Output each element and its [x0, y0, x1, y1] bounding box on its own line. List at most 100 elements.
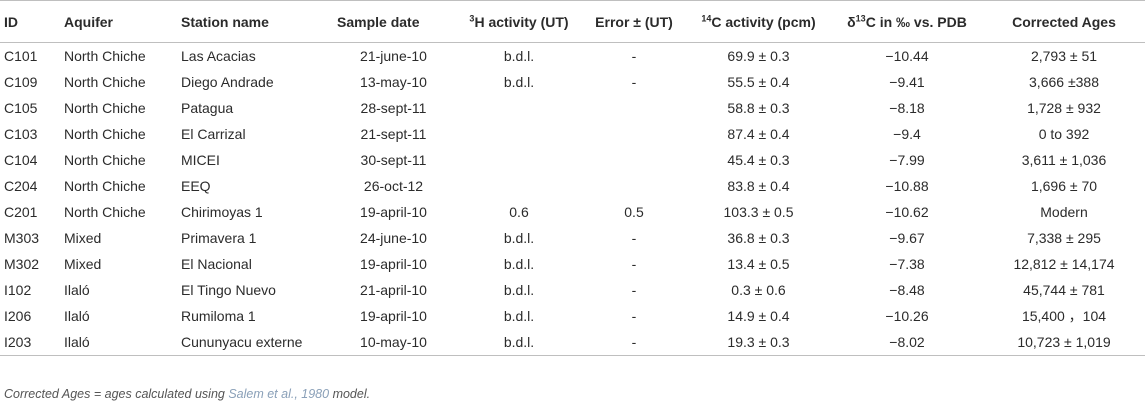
- cell-station-name: Primavera 1: [181, 230, 257, 246]
- data-table: ID Aquifer Station name Sample date 3H a…: [0, 0, 1145, 356]
- cell-aquifer: Mixed: [64, 256, 102, 272]
- cell-d13c: −8.18: [889, 100, 925, 116]
- cell-station-name: Las Acacias: [181, 48, 256, 64]
- cell-d13c: −9.67: [889, 230, 925, 246]
- cell-sample-date: 21-sept-11: [360, 126, 427, 142]
- c14-header-text: C activity (pcm): [711, 13, 816, 30]
- cell-corrected-ages: Modern: [1040, 204, 1088, 220]
- cell-id: I203: [0, 329, 64, 356]
- cell-d13c: −7.99: [889, 152, 925, 168]
- cell-h3-activity: b.d.l.: [503, 282, 535, 298]
- cell-c14-activity: 19.3 ± 0.3: [686, 329, 831, 356]
- cell-sample-date: 28-sept-11: [360, 100, 427, 116]
- table-row: C104 North Chiche MICEI 30-sept-11 45.4 ± 0.…: [0, 147, 1145, 173]
- cell-corrected-ages: 2,793 ± 51: [1030, 48, 1098, 64]
- cell-corrected-ages: 3,611 ± 1,036: [1021, 152, 1107, 168]
- cell-error: -: [631, 308, 637, 324]
- cell-station-name: EEQ: [181, 178, 211, 194]
- cell-id: C109: [4, 74, 38, 90]
- table-row: C201 North Chiche Chirimoyas 1 19-april-10 0…: [0, 199, 1145, 225]
- cell-station-name: Rumiloma 1: [181, 308, 256, 324]
- cell-corrected-ages: 1,728 ± 932: [1027, 100, 1101, 116]
- header-sample-date: Sample date: [331, 0, 456, 43]
- cell-station-name: Patagua: [181, 100, 234, 116]
- table-row: C101 North Chiche Las Acacias 21-june-10 b.d…: [0, 43, 1145, 70]
- table-row: M302 Mixed El Nacional 19-april-10 b.d.l. - 13…: [0, 251, 1145, 277]
- cell-id: C103: [4, 126, 38, 142]
- header-aquifer: Aquifer: [64, 0, 181, 43]
- delta-symbol: δ: [847, 13, 856, 30]
- cell-error: -: [631, 230, 637, 246]
- cell-id: I102: [4, 282, 32, 298]
- cell-d13c: −7.38: [889, 256, 925, 272]
- cell-h3-activity: b.d.l.: [503, 230, 535, 246]
- header-d13c: δ13C in ‰ vs. PDB: [831, 0, 983, 43]
- cell-h3-activity: 0.6: [509, 204, 529, 220]
- cell-d13c: −9.41: [889, 74, 925, 90]
- c14-superscript: 14: [701, 12, 712, 23]
- cell-aquifer: Ilaló: [64, 282, 90, 298]
- cell-error: 0.5: [624, 204, 644, 220]
- cell-c14-activity: 45.4 ± 0.3: [727, 152, 790, 168]
- cell-id: C104: [4, 152, 38, 168]
- table-row: C109 North Chiche Diego Andrade 13-may-10 b.…: [0, 69, 1145, 95]
- cell-h3-activity: [456, 95, 582, 121]
- cell-c14-activity: 36.8 ± 0.3: [727, 230, 790, 246]
- cell-d13c: −8.48: [889, 282, 925, 298]
- header-station-name: Station name: [181, 0, 331, 43]
- table-row: I206 Ilaló Rumiloma 1 19-april-10 b.d.l. - 14.…: [0, 303, 1145, 329]
- cell-error: -: [631, 48, 637, 64]
- cell-corrected-ages: 0 to 392: [1038, 126, 1090, 142]
- cell-error: -: [631, 256, 637, 272]
- h3-superscript: 3: [469, 12, 475, 23]
- header-h3-activity: 3H activity (UT): [456, 0, 582, 43]
- footnote-reference-link[interactable]: Salem et al., 1980: [228, 387, 330, 401]
- table-row: I102 Ilaló El Tingo Nuevo 21-april-10 b.d.l.…: [0, 277, 1145, 303]
- cell-c14-activity: 14.9 ± 0.4: [727, 308, 790, 324]
- table-row: C204 North Chiche EEQ 26-oct-12 83.8 ± 0.4 −1…: [0, 173, 1145, 199]
- cell-c14-activity: 0.3 ± 0.6: [731, 282, 786, 298]
- footnote-prefix: Corrected Ages = ages calculated using: [4, 387, 229, 401]
- cell-c14-activity: 103.3 ± 0.5: [723, 204, 794, 220]
- table-footnote: Corrected Ages = ages calculated using S…: [4, 387, 370, 401]
- cell-station-name: Diego Andrade: [181, 74, 274, 90]
- cell-error: [582, 95, 686, 121]
- cell-sample-date: 21-april-10: [360, 282, 427, 298]
- cell-aquifer: North Chiche: [64, 204, 146, 220]
- cell-error: -: [582, 329, 686, 356]
- cell-aquifer: Mixed: [64, 230, 102, 246]
- cell-corrected-ages: 7,338 ± 295: [1027, 230, 1101, 246]
- footnote-suffix: model.: [329, 387, 371, 401]
- header-id: ID: [0, 0, 64, 43]
- cell-sample-date: 19-april-10: [360, 308, 427, 324]
- cell-d13c: −9.4: [893, 126, 921, 142]
- header-corrected-ages: Corrected Ages: [983, 0, 1145, 43]
- cell-station-name: El Nacional: [181, 256, 252, 272]
- cell-aquifer: Ilaló: [64, 308, 90, 324]
- d13c-header-text: C in ‰ vs. PDB: [865, 13, 967, 30]
- cell-corrected-ages: 15,400 ，104: [1021, 308, 1107, 324]
- cell-sample-date: 13-may-10: [360, 74, 427, 90]
- cell-aquifer: North Chiche: [64, 126, 146, 142]
- cell-error: [582, 147, 686, 173]
- cell-id: M302: [4, 256, 40, 272]
- cell-corrected-ages: 12,812 ± 14,174: [1013, 256, 1115, 272]
- cell-corrected-ages: 10,723 ± 1,019: [983, 329, 1145, 356]
- cell-aquifer: North Chiche: [64, 152, 146, 168]
- cell-c14-activity: 87.4 ± 0.4: [727, 126, 790, 142]
- cell-h3-activity: b.d.l.: [503, 74, 535, 90]
- cell-error: [582, 121, 686, 147]
- cell-h3-activity: b.d.l.: [456, 329, 582, 356]
- cell-station-name: MICEI: [181, 152, 220, 168]
- cell-d13c: −10.26: [885, 308, 929, 324]
- cell-corrected-ages: 1,696 ± 70: [1030, 178, 1098, 194]
- cell-c14-activity: 13.4 ± 0.5: [727, 256, 790, 272]
- cell-c14-activity: 55.5 ± 0.4: [727, 74, 790, 90]
- cell-station-name: El Carrizal: [181, 126, 246, 142]
- cell-d13c: −10.88: [885, 178, 929, 194]
- cell-sample-date: 30-sept-11: [360, 152, 427, 168]
- cell-id: I206: [4, 308, 32, 324]
- cell-station-name: Chirimoyas 1: [181, 204, 263, 220]
- cell-d13c: −10.44: [885, 48, 929, 64]
- cell-h3-activity: [456, 121, 582, 147]
